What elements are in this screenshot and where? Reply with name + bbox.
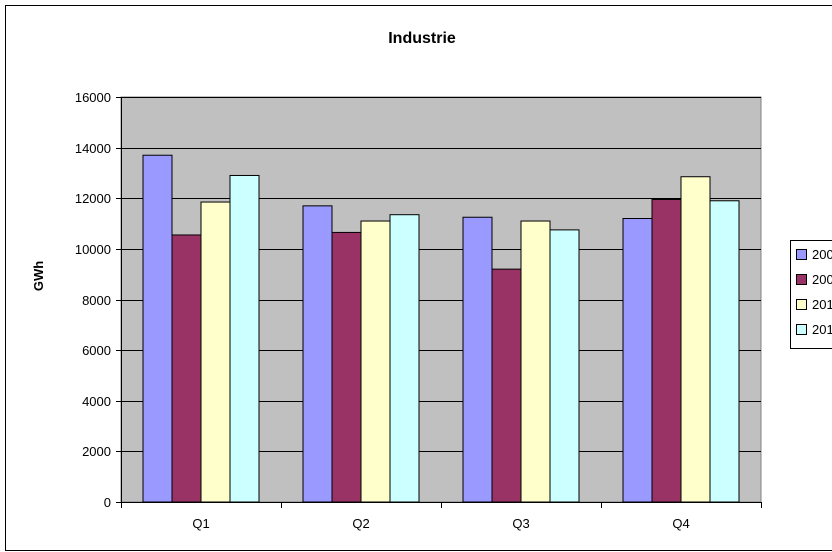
y-tick-label: 16000 xyxy=(75,90,111,105)
chart-title: Industrie xyxy=(388,30,456,47)
bar-2009-Q3 xyxy=(491,268,522,503)
bar-2010-Q1 xyxy=(200,201,231,503)
legend-label-2010: 2010 xyxy=(812,297,832,312)
bar-2008-Q1 xyxy=(142,154,173,503)
x-tick-label: Q2 xyxy=(352,516,369,531)
y-axis-label: GWh xyxy=(31,261,46,291)
bar-2008-Q3 xyxy=(462,216,493,503)
legend-label-2008: 2008 xyxy=(812,247,832,262)
y-tick-label: 4000 xyxy=(82,394,111,409)
y-tick-label: 14000 xyxy=(75,141,111,156)
y-tick-label: 2000 xyxy=(82,444,111,459)
y-tick-label: 12000 xyxy=(75,191,111,206)
y-tick-label: 8000 xyxy=(82,293,111,308)
bar-2011-Q4 xyxy=(709,200,740,503)
y-tick-label: 6000 xyxy=(82,343,111,358)
legend-swatch-2011 xyxy=(796,324,807,335)
x-tick-label: Q1 xyxy=(192,516,209,531)
x-tick-label: Q4 xyxy=(672,516,689,531)
bar-2010-Q3 xyxy=(520,220,551,503)
legend-swatch-2010 xyxy=(796,299,807,310)
bar-2011-Q2 xyxy=(389,214,420,503)
bar-2009-Q1 xyxy=(171,234,202,503)
bar-2011-Q1 xyxy=(229,174,260,503)
bar-2008-Q2 xyxy=(302,205,333,503)
y-tick-label: 10000 xyxy=(75,242,111,257)
bar-2011-Q3 xyxy=(549,229,580,503)
y-tick-label: 0 xyxy=(104,495,111,510)
legend-label-2011: 2011 xyxy=(812,322,832,337)
bar-2009-Q4 xyxy=(651,199,682,503)
x-tick-label: Q3 xyxy=(512,516,529,531)
bar-2008-Q4 xyxy=(622,218,653,503)
y-tick-labels: 0 2000 4000 6000 8000 10000 12000 14000 16000 xyxy=(75,90,111,510)
legend-swatch-2009 xyxy=(796,274,807,285)
bar-2010-Q4 xyxy=(680,176,711,503)
legend-swatch-2008 xyxy=(796,249,807,260)
x-tick-labels: Q1 Q2 Q3 Q4 xyxy=(192,516,689,531)
bars xyxy=(142,154,740,503)
bar-2010-Q2 xyxy=(360,220,391,503)
axes xyxy=(116,97,762,508)
legend-label-2009: 2009 xyxy=(812,272,832,287)
legend: 2008 2009 2010 2011 xyxy=(790,240,832,349)
bar-2009-Q2 xyxy=(331,231,362,503)
